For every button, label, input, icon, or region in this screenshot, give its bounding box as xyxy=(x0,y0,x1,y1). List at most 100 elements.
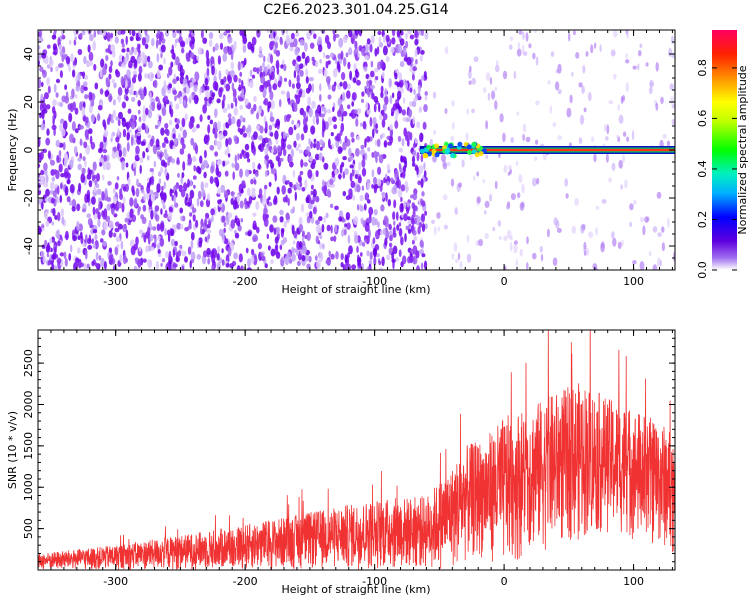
heatmap-cell xyxy=(342,156,347,161)
heatmap-cell xyxy=(114,182,119,190)
heatmap-cell xyxy=(52,51,57,56)
heatmap-cell xyxy=(316,116,319,125)
heatmap-cell xyxy=(209,90,212,95)
heatmap-cell xyxy=(238,97,244,102)
heatmap-cell xyxy=(417,226,421,235)
heatmap-cell xyxy=(666,140,671,147)
heatmap-cell xyxy=(101,210,105,218)
heatmap-cell xyxy=(164,228,167,237)
heatmap-cell xyxy=(296,260,301,266)
heatmap-cell xyxy=(217,245,221,254)
heatmap-cell xyxy=(112,187,117,195)
heatmap-cell xyxy=(389,95,393,105)
heatmap-cell xyxy=(367,266,371,270)
heatmap-cell xyxy=(302,110,306,118)
heatmap-cell xyxy=(170,49,175,54)
heatmap-cell xyxy=(605,136,609,141)
spectrogram-ytick-label: -40 xyxy=(22,237,35,255)
heatmap-cell xyxy=(550,51,555,58)
heatmap-cell xyxy=(57,229,60,238)
heatmap-cell xyxy=(138,65,143,75)
heatmap-cell xyxy=(87,244,93,250)
heatmap-cell xyxy=(131,185,135,193)
heatmap-cell xyxy=(261,137,266,148)
heatmap-cell xyxy=(47,85,51,94)
line-blob xyxy=(445,147,451,153)
heatmap-cell xyxy=(81,208,86,213)
heatmap-cell xyxy=(412,230,417,236)
heatmap-cell xyxy=(311,30,315,35)
heatmap-cell xyxy=(71,88,75,98)
heatmap-cell xyxy=(156,69,161,79)
heatmap-cell xyxy=(618,114,624,125)
heatmap-cell xyxy=(574,198,579,206)
heatmap-cell xyxy=(142,258,147,263)
heatmap-cell xyxy=(616,134,620,139)
heatmap-cell xyxy=(161,106,167,117)
heatmap-cell xyxy=(65,230,69,241)
heatmap-cell xyxy=(106,203,112,211)
heatmap-cell xyxy=(528,43,532,49)
heatmap-cell xyxy=(163,148,168,155)
spectrogram-xtick-label: -200 xyxy=(233,275,258,288)
heatmap-cell xyxy=(389,234,393,242)
heatmap-cell xyxy=(269,99,275,110)
heatmap-cell xyxy=(656,257,661,267)
heatmap-cell xyxy=(417,180,421,186)
heatmap-cell xyxy=(405,225,409,231)
heatmap-cell xyxy=(557,135,563,141)
heatmap-cell xyxy=(385,192,388,202)
heatmap-cell xyxy=(246,267,252,270)
heatmap-cell xyxy=(655,62,659,72)
heatmap-cell xyxy=(59,119,64,125)
heatmap-cell xyxy=(332,116,337,122)
heatmap-cell xyxy=(137,207,140,216)
heatmap-cell xyxy=(290,32,295,40)
heatmap-cell xyxy=(319,242,323,250)
heatmap-cell xyxy=(263,217,269,228)
heatmap-cell xyxy=(177,172,180,178)
heatmap-cell xyxy=(189,52,195,59)
heatmap-cell xyxy=(189,179,193,187)
heatmap-cell xyxy=(411,100,417,108)
heatmap-cell xyxy=(406,202,410,207)
heatmap-cell xyxy=(370,60,374,68)
heatmap-cell xyxy=(412,66,417,72)
heatmap-cell xyxy=(605,153,609,163)
heatmap-cell xyxy=(52,190,57,198)
heatmap-cell xyxy=(231,82,235,92)
heatmap-cell xyxy=(166,73,170,79)
heatmap-cell xyxy=(160,262,163,267)
heatmap-cell xyxy=(46,245,51,251)
heatmap-cell xyxy=(335,251,339,260)
heatmap-cell xyxy=(68,112,73,123)
heatmap-cell xyxy=(429,138,433,148)
heatmap-cell xyxy=(153,234,157,239)
heatmap-cell xyxy=(420,153,424,163)
heatmap-cell xyxy=(286,90,290,99)
heatmap-cell xyxy=(342,141,347,151)
heatmap-cell xyxy=(419,55,423,62)
heatmap-cell xyxy=(168,66,173,76)
heatmap-cell xyxy=(332,30,336,35)
heatmap-cell xyxy=(411,162,416,167)
heatmap-cell xyxy=(76,203,81,212)
heatmap-cell xyxy=(306,31,311,40)
heatmap-cell xyxy=(185,85,190,95)
heatmap-cell xyxy=(346,83,351,90)
heatmap-cell xyxy=(423,104,428,113)
heatmap-cell xyxy=(469,153,473,161)
heatmap-cell xyxy=(145,124,149,134)
heatmap-cell xyxy=(129,36,134,42)
heatmap-cell xyxy=(289,181,293,188)
heatmap-cell xyxy=(310,200,315,205)
heatmap-cell xyxy=(280,239,285,246)
heatmap-cell xyxy=(625,53,628,59)
heatmap-cell xyxy=(133,138,137,146)
heatmap-cell xyxy=(225,160,230,165)
heatmap-cell xyxy=(246,187,251,197)
heatmap-cell xyxy=(311,83,315,93)
heatmap-cell xyxy=(214,109,218,119)
heatmap-cell xyxy=(317,36,323,47)
heatmap-cell xyxy=(392,211,396,221)
